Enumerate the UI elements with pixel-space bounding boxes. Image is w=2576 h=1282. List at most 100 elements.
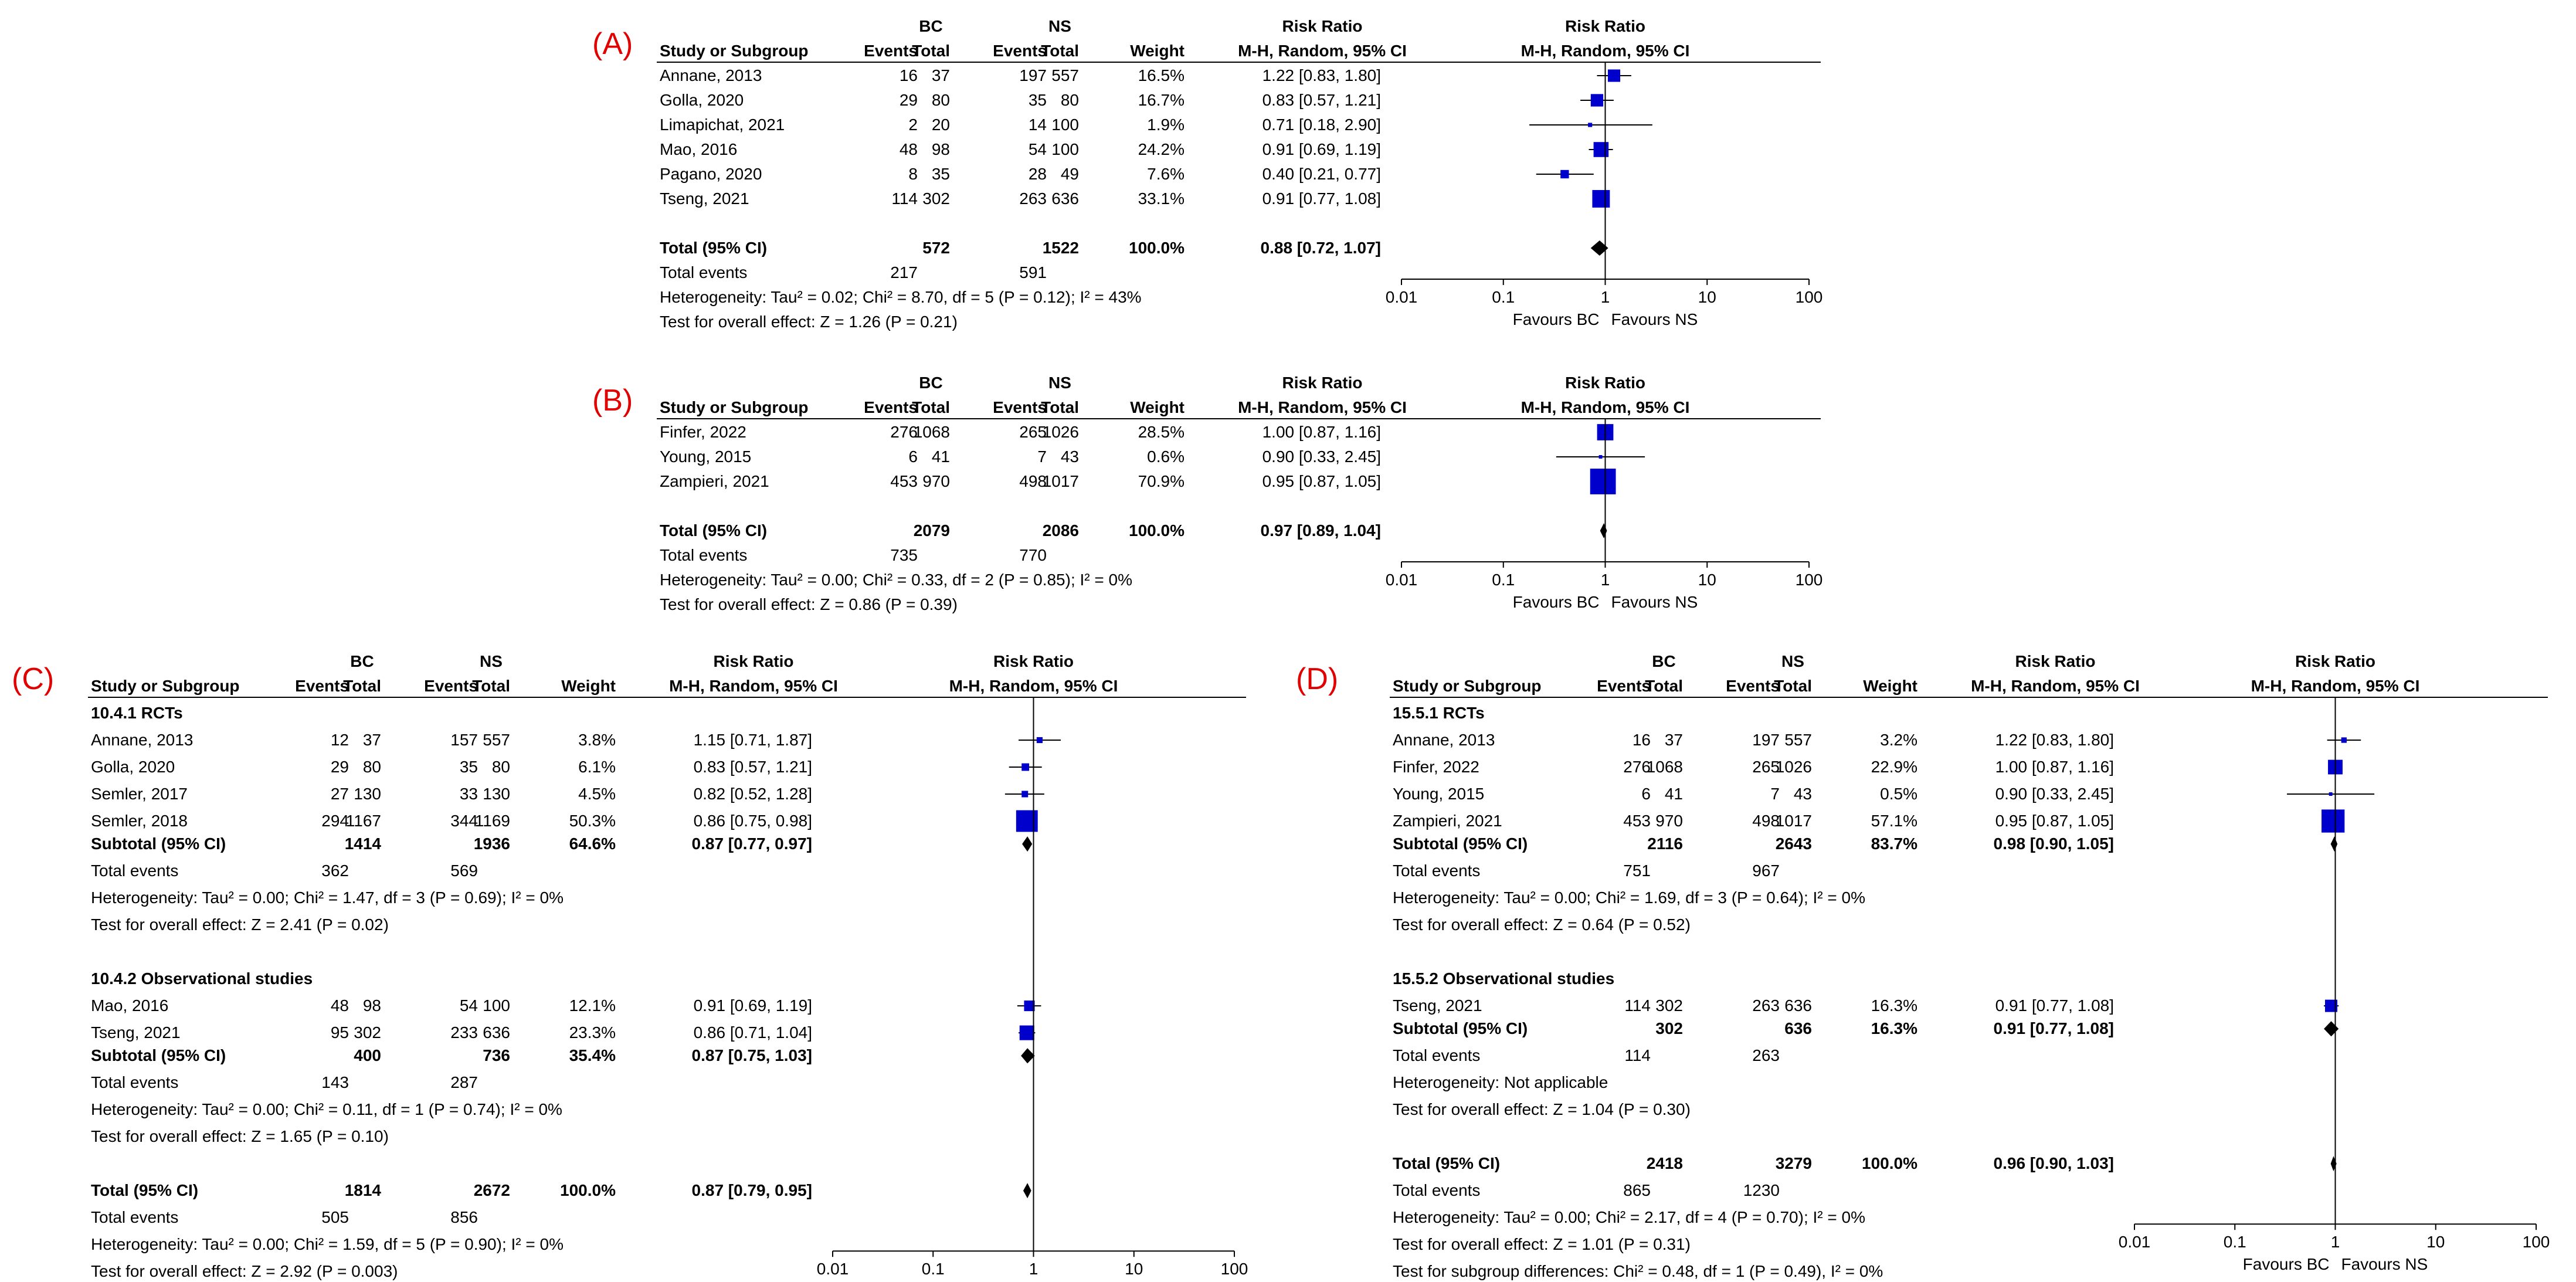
total-events-bc: 362	[321, 862, 349, 880]
study-weight: 22.9%	[1871, 758, 1917, 776]
bc-events: 453	[1623, 812, 1651, 830]
axis-tick-label: 100	[1796, 571, 1823, 589]
stat-note: Test for overall effect: Z = 2.92 (P = 0…	[91, 1262, 398, 1280]
ns-events: 197	[1019, 66, 1047, 84]
total-ci-text: 0.88 [0.72, 1.07]	[1261, 239, 1381, 257]
study-marker	[1024, 1000, 1035, 1012]
subtotal-label: Subtotal (95% CI)	[91, 1046, 226, 1064]
axis-tick-label: 1	[2331, 1233, 2340, 1251]
axis-tick-label: 100	[1796, 288, 1823, 306]
total-ns-total: 2672	[474, 1181, 510, 1199]
subtotal-bc-total: 2116	[1647, 835, 1683, 853]
study-name: Zampieri, 2021	[1393, 812, 1502, 830]
study-weight: 7.6%	[1147, 165, 1185, 183]
study-marker	[1590, 469, 1616, 494]
subtotal-weight: 35.4%	[569, 1046, 616, 1064]
study-weight: 6.1%	[578, 758, 616, 776]
total-events-ns: 569	[450, 862, 478, 880]
bc-total: 80	[932, 91, 950, 109]
ns-events: 54	[1029, 140, 1047, 158]
stat-note: Heterogeneity: Tau² = 0.00; Chi² = 1.47,…	[91, 888, 564, 907]
study-marker	[1019, 1025, 1034, 1040]
subtotal-ns-total: 736	[483, 1046, 510, 1064]
bc-total: 98	[932, 140, 950, 158]
ns-total: 100	[483, 996, 510, 1015]
total-events-label: Total events	[1393, 1181, 1480, 1199]
total-events-label: Total events	[91, 1073, 178, 1091]
bc-total-header: Total	[912, 42, 950, 60]
study-ci-text: 0.71 [0.18, 2.90]	[1262, 116, 1381, 134]
total-label: Total (95% CI)	[660, 239, 767, 257]
study-marker	[2322, 809, 2345, 833]
bc-total: 1068	[1647, 758, 1683, 776]
subtotal-diamond	[1021, 1048, 1035, 1064]
ns-events-header: Events	[993, 42, 1047, 60]
ns-total: 1169	[475, 812, 510, 830]
study-header: Study or Subgroup	[660, 42, 809, 60]
total-ns-total: 3279	[1776, 1154, 1812, 1172]
bc-events: 48	[900, 140, 918, 158]
risk-ratio-header: Risk Ratio	[1282, 374, 1363, 392]
stat-note: Heterogeneity: Tau² = 0.00; Chi² = 2.17,…	[1393, 1208, 1865, 1226]
total-weight: 100.0%	[1129, 239, 1185, 257]
bc-events: 95	[331, 1023, 349, 1042]
study-ci-text: 0.91 [0.69, 1.19]	[1262, 140, 1381, 158]
subtotal-ci-text: 0.98 [0.90, 1.05]	[1994, 835, 2114, 853]
bc-total: 37	[363, 731, 381, 749]
ns-events: 7	[1037, 447, 1047, 466]
bc-events: 12	[331, 731, 349, 749]
study-name: Annane, 2013	[660, 66, 762, 84]
ns-total: 636	[1051, 189, 1079, 208]
group-ns-header: NS	[1781, 652, 1804, 670]
ns-events-header: Events	[993, 398, 1047, 416]
stat-note: Test for overall effect: Z = 0.64 (P = 0…	[1393, 915, 1691, 934]
stat-note: Test for overall effect: Z = 1.26 (P = 0…	[660, 313, 958, 331]
bc-events: 114	[891, 189, 918, 208]
study-marker	[2329, 792, 2333, 796]
bc-total-header: Total	[343, 677, 381, 695]
plot-method-header: M-H, Random, 95% CI	[1521, 398, 1690, 416]
bc-events-header: Events	[864, 398, 918, 416]
total-events-ns: 856	[450, 1208, 478, 1226]
weight-header: Weight	[1130, 398, 1185, 416]
total-diamond	[2330, 1156, 2337, 1172]
plot-method-header: M-H, Random, 95% CI	[2251, 677, 2420, 695]
bc-events: 453	[890, 472, 918, 490]
axis-tick-label: 1	[1601, 571, 1610, 589]
study-ci-text: 0.40 [0.21, 0.77]	[1262, 165, 1381, 183]
study-weight: 50.3%	[569, 812, 616, 830]
bc-events: 114	[1624, 996, 1651, 1015]
study-weight: 3.2%	[1880, 731, 1917, 749]
subtotal-ns-total: 636	[1784, 1019, 1812, 1037]
total-events-ns: 770	[1019, 546, 1047, 564]
ns-total: 1017	[1776, 812, 1812, 830]
study-ci-text: 0.86 [0.75, 0.98]	[694, 812, 812, 830]
total-weight: 100.0%	[1862, 1154, 1917, 1172]
ns-events: 54	[460, 996, 478, 1015]
favours-bc-label: Favours BC	[2243, 1255, 2330, 1273]
study-weight: 4.5%	[578, 785, 616, 803]
total-events-ns: 591	[1019, 263, 1047, 282]
ns-events: 157	[450, 731, 478, 749]
ns-total: 100	[1051, 140, 1079, 158]
total-label: Total (95% CI)	[1393, 1154, 1500, 1172]
study-name: Finfer, 2022	[1393, 758, 1479, 776]
study-weight: 16.5%	[1138, 66, 1185, 84]
method-header: M-H, Random, 95% CI	[1238, 42, 1407, 60]
ns-total: 1026	[1043, 423, 1079, 441]
study-marker	[1036, 737, 1043, 744]
study-marker	[1588, 123, 1593, 127]
study-name: Annane, 2013	[91, 731, 193, 749]
ns-total: 557	[483, 731, 510, 749]
bc-total: 970	[1655, 812, 1683, 830]
axis-tick-label: 10	[2426, 1233, 2445, 1251]
study-marker	[1021, 763, 1030, 771]
study-name: Tseng, 2021	[660, 189, 749, 208]
ns-total: 1026	[1776, 758, 1812, 776]
bc-events: 16	[1633, 731, 1651, 749]
study-marker	[1598, 455, 1603, 459]
total-events-ns: 1230	[1743, 1181, 1780, 1199]
subgroup-title: 10.4.2 Observational studies	[91, 969, 313, 988]
ns-total: 80	[1061, 91, 1079, 109]
study-ci-text: 0.82 [0.52, 1.28]	[694, 785, 812, 803]
